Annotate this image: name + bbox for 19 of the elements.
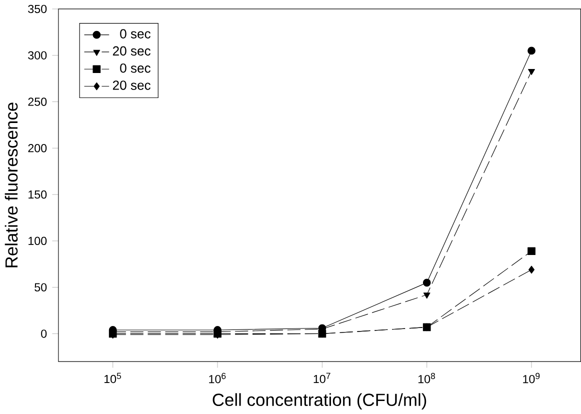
y-tick-label: 350 xyxy=(28,4,47,13)
y-tick-label: 300 xyxy=(28,51,47,60)
x-axis-title: Cell concentration (CFU/ml) xyxy=(212,393,426,410)
legend-label: 20 sec xyxy=(112,46,151,56)
x-tick-label: 10$^{6}$ xyxy=(209,372,226,384)
legend-label: 0 sec xyxy=(120,63,151,73)
x-tick-label: 10$^{9}$ xyxy=(523,372,540,384)
y-axis-title: Relative fluorescence xyxy=(4,102,18,268)
x-tick-label: 10$^{5}$ xyxy=(104,372,122,383)
legend-label: 20 sec xyxy=(112,80,151,90)
y-tick-label: 100 xyxy=(28,236,47,245)
legend-label: 0 sec xyxy=(120,29,151,38)
y-tick-label: 50 xyxy=(34,283,47,292)
x-tick-label: 10$^{8}$ xyxy=(418,372,435,384)
x-tick-label: 10$^{7}$ xyxy=(314,372,330,383)
y-tick-label: 150 xyxy=(28,190,47,199)
y-tick-label: 0 xyxy=(41,329,47,338)
y-tick-label: 250 xyxy=(28,97,47,106)
y-tick-label: 200 xyxy=(28,144,47,152)
